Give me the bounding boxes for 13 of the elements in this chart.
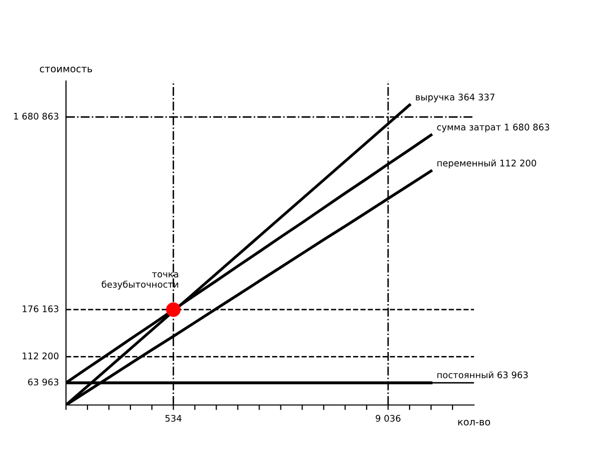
series-label: постоянный 63 963 [437,371,528,378]
series-label: выручка 364 337 [416,94,494,102]
text: 63 963 [28,378,58,386]
annotation: точка безубыточности [102,272,178,290]
x-tick-label: 534 [165,414,182,422]
text: 112 200 [22,352,58,360]
series-label: сумма затрат 1 680 863 [437,124,550,132]
series-label: переменный 112 200 [437,160,536,168]
x-axis-title: кол-во [458,420,490,426]
text: 1 680 863 [14,112,58,120]
x-tick-label: 9 036 [376,414,400,422]
text: 176 163 [22,305,58,312]
y-axis-title: стоимость [40,66,92,72]
